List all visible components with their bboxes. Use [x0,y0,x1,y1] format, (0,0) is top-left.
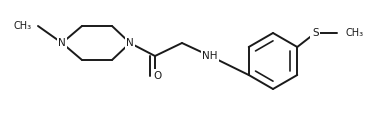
Text: S: S [312,28,319,38]
Text: N: N [58,38,66,48]
Text: NH: NH [202,51,218,61]
Text: N: N [126,38,134,48]
Text: CH₃: CH₃ [345,28,363,38]
Text: O: O [154,71,162,81]
Text: CH₃: CH₃ [14,21,32,31]
